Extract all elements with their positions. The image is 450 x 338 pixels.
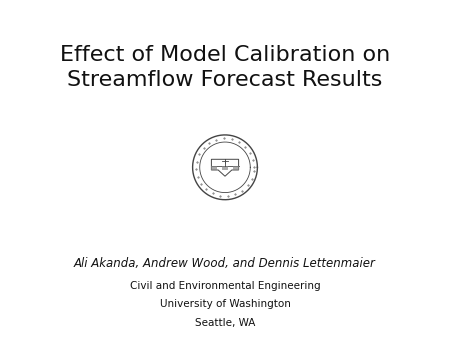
Text: Civil and Environmental Engineering: Civil and Environmental Engineering [130,281,320,291]
Text: University of Washington: University of Washington [160,299,290,309]
Polygon shape [222,166,228,170]
Text: Seattle, WA: Seattle, WA [195,318,255,328]
Polygon shape [212,166,217,170]
Text: Effect of Model Calibration on
Streamflow Forecast Results: Effect of Model Calibration on Streamflo… [60,45,390,90]
Polygon shape [233,166,238,170]
Text: Ali Akanda, Andrew Wood, and Dennis Lettenmaier: Ali Akanda, Andrew Wood, and Dennis Lett… [74,257,376,270]
